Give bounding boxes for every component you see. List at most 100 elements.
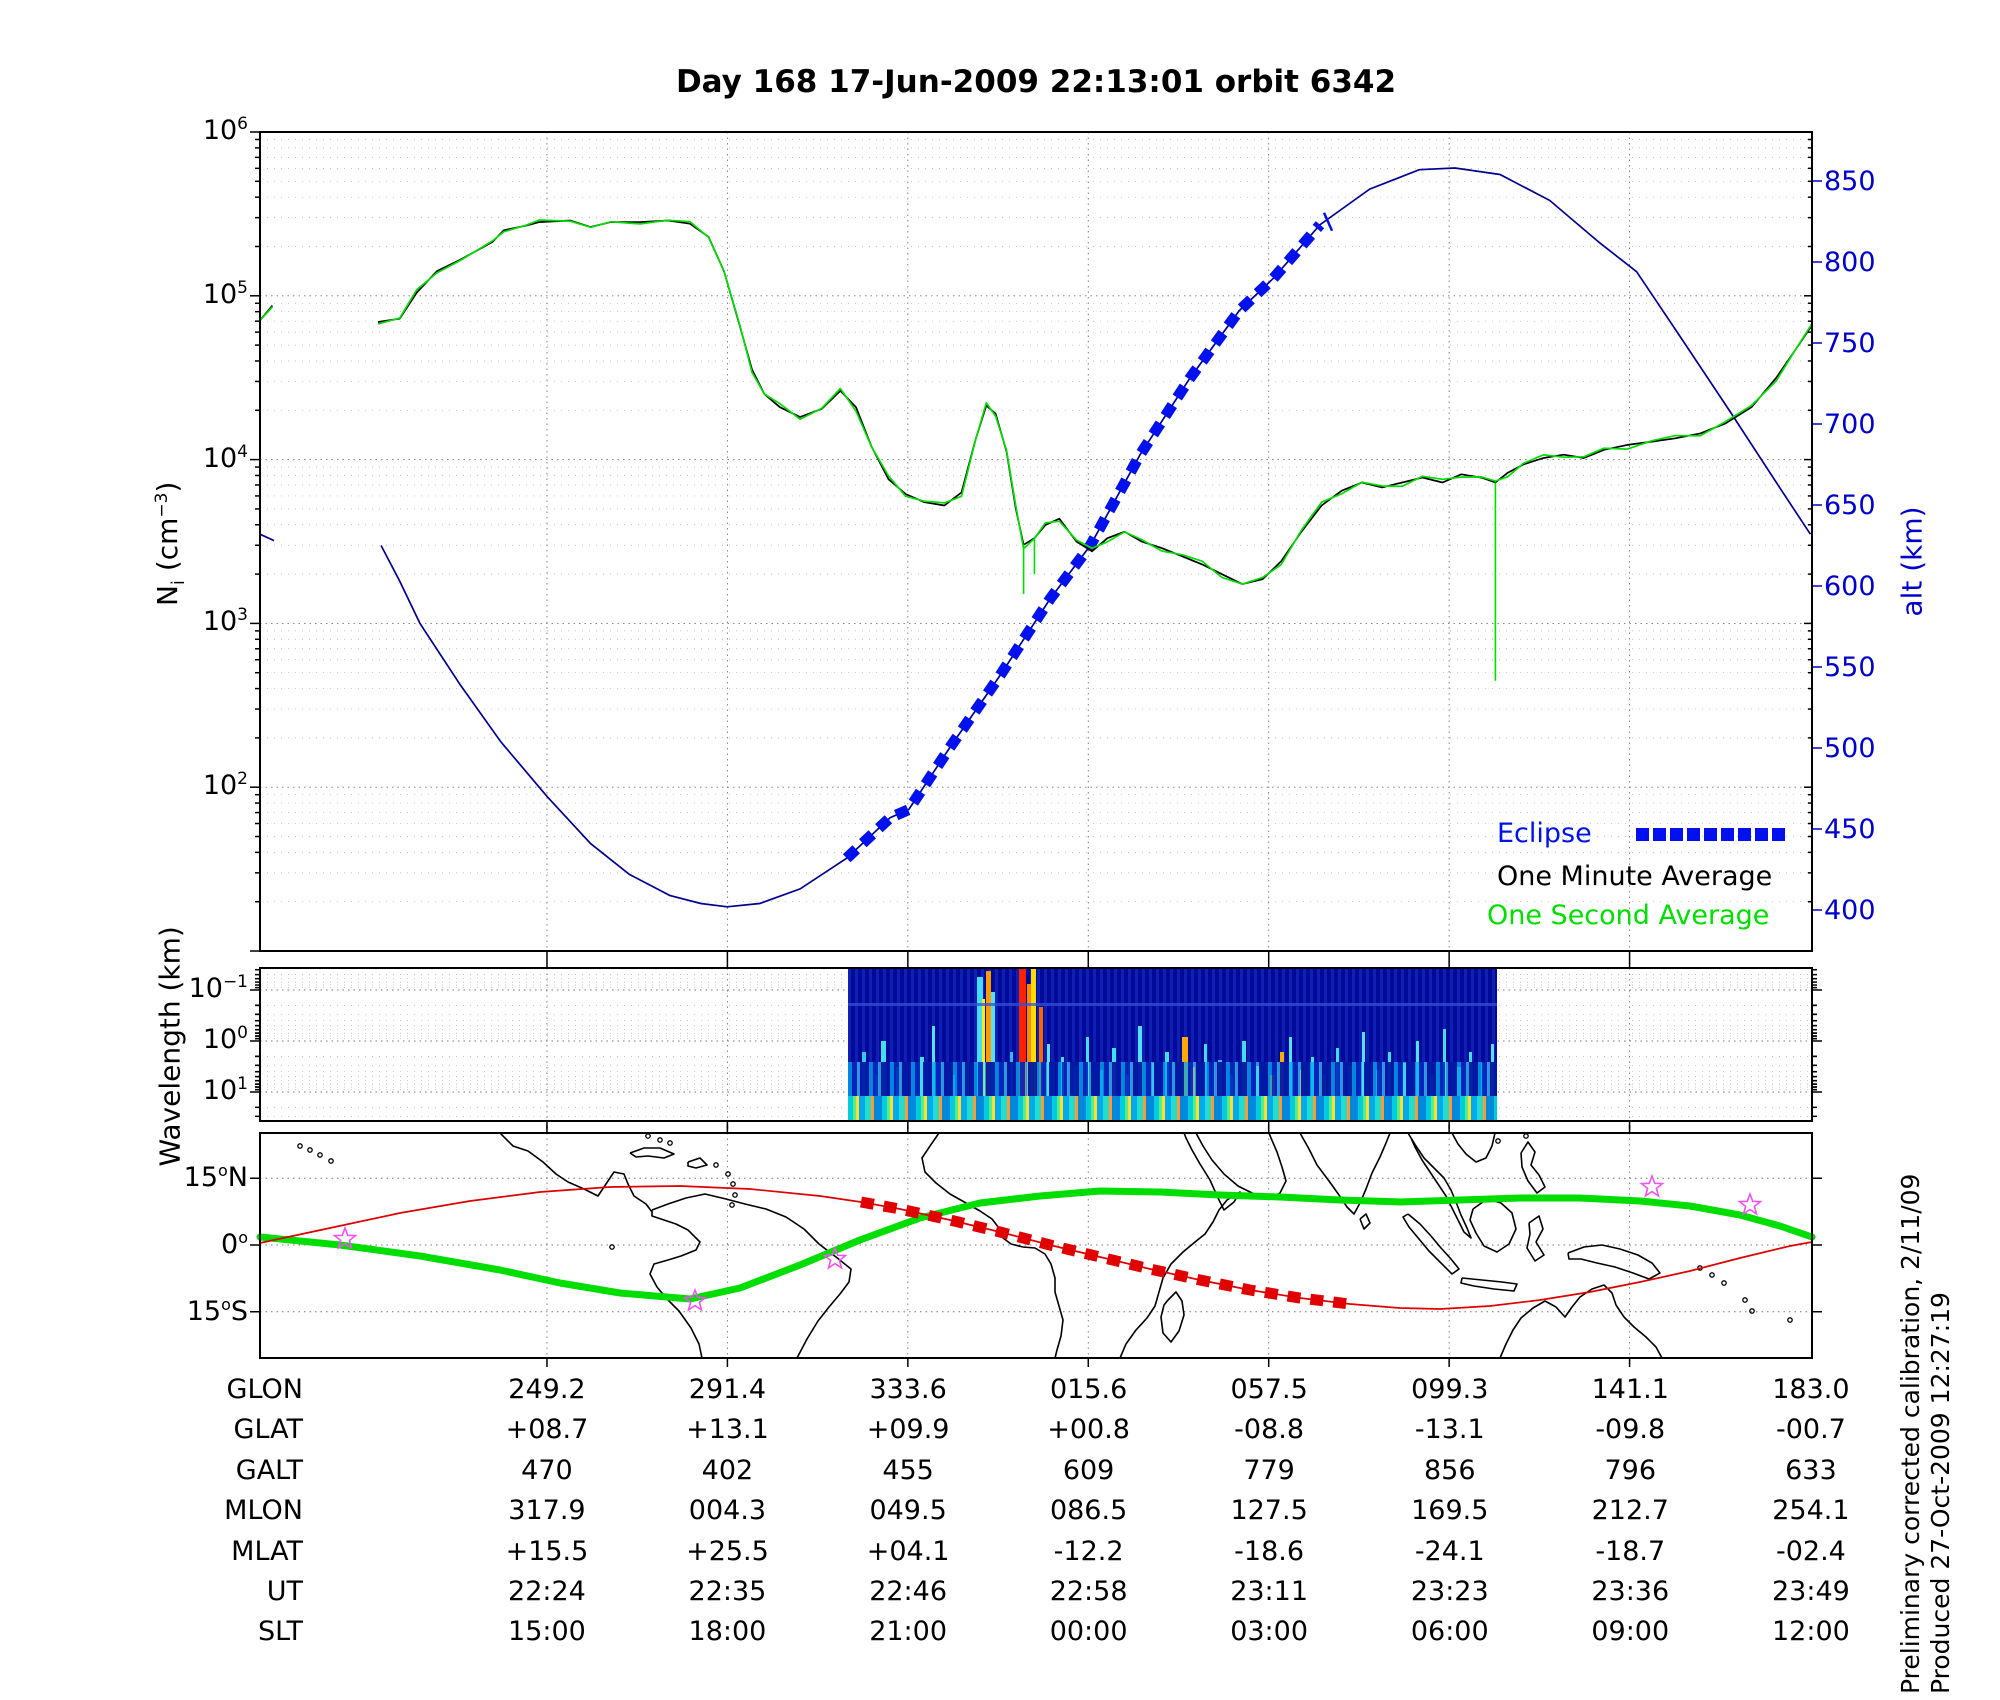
table-cell-UT-2: 22:46 [869,1576,948,1607]
spectrogram-streak [981,999,985,1120]
ground-station-star [682,1287,708,1312]
table-cell-SLT-4: 03:00 [1230,1616,1309,1648]
legend-eclipse-dash [1704,828,1718,841]
table-cell-UT-3: 22:58 [1049,1576,1128,1607]
coastline [649,1193,852,1359]
map-lat-label-15N: 15oN [183,1161,248,1194]
spectrogram-mid-band [848,1062,1497,1096]
island [657,1137,663,1143]
table-cell-GALT-4: 779 [1243,1454,1295,1486]
island [307,1147,313,1153]
island [609,1244,615,1250]
spectrogram-frame [259,967,1813,1122]
coastline [921,1132,1241,1359]
island [328,1158,334,1164]
footer-note-calibration: Preliminary corrected calibration, 2/11/… [1896,1173,1925,1694]
island [725,1171,731,1177]
coastline [1160,1291,1185,1343]
table-cell-GALT-6: 796 [1604,1454,1657,1486]
coastline [1359,1213,1371,1230]
island [713,1162,719,1168]
ground-station-star [332,1225,358,1250]
spectrogram-bottom-band [848,1096,1497,1120]
eclipse-ground-track [860,1196,1352,1311]
table-cell-SLT-5: 06:00 [1410,1616,1489,1648]
alt-tick-500: 500 [1824,733,1876,764]
island [730,1181,736,1187]
world-map [256,1132,1816,1359]
density-tick-1e6: 106 [202,114,248,146]
island [1742,1297,1748,1303]
coastline [687,1157,708,1169]
table-cell-MLAT-0: +15.5 [505,1535,589,1567]
coastline [1567,1244,1661,1280]
table-cell-UT-5: 23:23 [1410,1576,1489,1607]
legend-eclipse-dash [1738,828,1752,841]
coastline [1460,1277,1518,1292]
coastline [1499,1284,1663,1359]
ground-station-star [1737,1191,1763,1216]
table-cell-MLAT-5: -24.1 [1414,1535,1485,1567]
altitude-axis-label: alt (km) [1895,506,1929,617]
wavelength-tick-1e-1: 10−1 [188,972,248,1004]
map-lat-label-0: 0o [221,1228,248,1260]
spectrogram-data-block [848,969,1497,1120]
table-cell-MLON-6: 212.7 [1591,1495,1669,1527]
density-axis-label: Ni (cm−3) [151,481,189,607]
wavelength-tick-1e0: 100 [202,1023,248,1055]
island [1523,1133,1529,1139]
island [667,1140,673,1146]
table-row-label-GLON: GLON [226,1374,303,1405]
panel-frames [259,131,1813,1359]
table-cell-UT-6: 23:36 [1591,1576,1670,1607]
table-cell-GLAT-1: +13.1 [686,1414,769,1446]
density-tick-1e2: 102 [202,769,248,802]
wavelength-tick-1e1: 101 [202,1074,248,1106]
one-minute-average-curve [377,219,1813,585]
coastline [1407,1132,1472,1239]
table-cell-GALT-2: 455 [882,1454,934,1486]
density-altitude-curves [259,167,1813,908]
table-cell-GLON-5: 099.3 [1411,1374,1489,1405]
table-cell-MLON-4: 127.5 [1230,1495,1308,1527]
table-cell-MLAT-4: -18.6 [1234,1535,1305,1567]
table-cell-UT-7: 23:49 [1772,1576,1850,1607]
alt-tick-600: 600 [1824,571,1876,602]
eclipse-segment [842,221,1325,863]
legend-eclipse-dash [1670,828,1684,841]
table-cell-GLAT-7: -00.7 [1775,1414,1846,1446]
table-cell-UT-0: 22:24 [508,1576,586,1607]
altitude-curve [259,533,275,542]
table-cell-MLAT-6: -18.7 [1595,1535,1666,1567]
table-cell-UT-1: 22:35 [688,1576,767,1607]
table-cell-GLON-2: 333.6 [869,1374,947,1405]
table-cell-UT-4: 23:11 [1230,1576,1309,1607]
table-cell-GALT-5: 856 [1423,1454,1476,1486]
island [1749,1308,1755,1314]
table-cell-SLT-0: 15:00 [508,1616,586,1648]
legend-eclipse-label: Eclipse [1497,818,1592,849]
spectrogram-streak [1031,969,1037,1120]
table-cell-GLAT-3: +00.8 [1047,1414,1130,1446]
legend-eclipse-dash [1636,828,1650,841]
island [1709,1272,1715,1278]
table-cell-GLON-6: 141.1 [1591,1374,1669,1405]
eclipse-end-marker [1322,212,1334,232]
density-tick-1e4: 104 [202,441,248,474]
coastline [1520,1141,1546,1194]
table-cell-GLAT-0: +08.7 [505,1414,589,1446]
island [1495,1138,1501,1144]
spectrogram-streak [1026,984,1031,1120]
panel-frame-1 [259,131,1813,952]
alt-tick-550: 550 [1824,652,1876,683]
table-cell-SLT-7: 12:00 [1772,1616,1850,1648]
table-cell-GLAT-6: -09.8 [1595,1414,1666,1446]
table-cell-GALT-1: 402 [701,1454,754,1486]
gridlines [260,132,1812,1358]
legend-one-second: One Second Average [1487,900,1770,931]
table-row-label-UT: UT [266,1576,303,1607]
legend-eclipse-dash [1772,828,1786,841]
table-cell-MLON-3: 086.5 [1049,1495,1128,1527]
table-row-label-SLT: SLT [258,1616,303,1648]
